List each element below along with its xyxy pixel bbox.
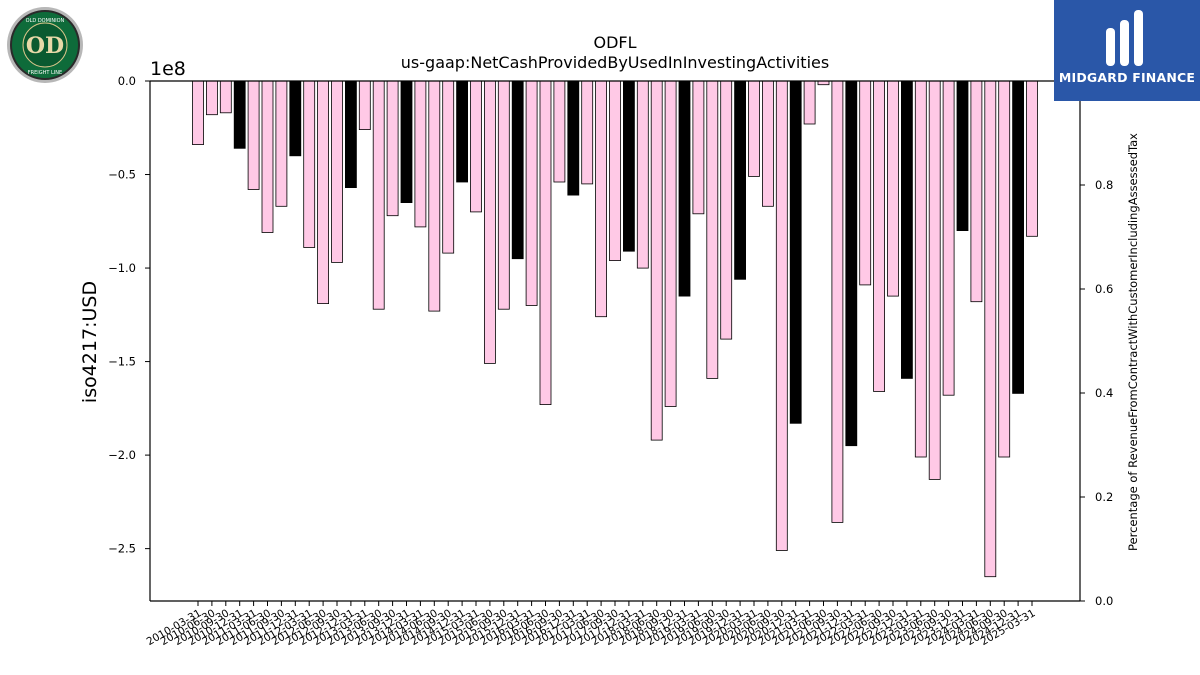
bar-2016-03-31 <box>525 80 538 306</box>
bar-2019-03-31 <box>692 80 705 215</box>
bar-2016-06-30 <box>539 80 552 406</box>
bar-2014-06-30 <box>428 80 441 312</box>
odfl-logo-monogram: OD <box>26 33 64 59</box>
odfl-logo-top-text: OLD DOMINION <box>26 18 65 24</box>
bar-2022-12-31 <box>901 80 913 379</box>
y-tick-label: −2.0 <box>108 448 136 462</box>
bar-2021-09-30 <box>831 80 844 523</box>
odfl-logo: OD OLD DOMINION FREIGHT LINE <box>6 6 84 84</box>
bar-2020-12-31 <box>789 80 802 424</box>
y-tick-label: 0.0 <box>118 74 136 88</box>
midgard-finance-logo: MIDGARD FINANCE <box>1054 0 1200 101</box>
bar-2013-03-31 <box>358 80 371 130</box>
bar-2024-09-30 <box>998 80 1011 458</box>
y2-tick-label: 0.4 <box>1095 386 1113 400</box>
bar-2020-09-30 <box>775 80 788 551</box>
chart-subtitle: us-gaap:NetCashProvidedByUsedInInvesting… <box>401 53 829 72</box>
bars-group <box>192 80 1038 578</box>
bar-2022-06-30 <box>873 80 885 392</box>
bar-2017-06-30 <box>595 80 607 318</box>
y2-axis-label: Percentage of RevenueFromContractWithCus… <box>1126 133 1140 551</box>
bar-2011-03-31 <box>247 80 260 190</box>
bar-2022-03-31 <box>859 80 872 286</box>
y2-tick-label: 0.8 <box>1095 178 1113 192</box>
bar-2011-12-31 <box>289 80 302 157</box>
y-offset-label: 1e8 <box>150 58 186 80</box>
bar-2011-09-30 <box>275 80 288 207</box>
bar-2024-12-31 <box>1012 80 1024 394</box>
bar-2019-09-30 <box>720 80 733 340</box>
bar-2017-12-31 <box>623 80 635 252</box>
midgard-brand-text: MIDGARD FINANCE <box>1058 70 1196 85</box>
bar-2024-06-30 <box>984 80 997 578</box>
bar-2015-06-30 <box>483 80 496 364</box>
bar-2019-12-31 <box>734 80 746 280</box>
y-tick-label: −0.5 <box>108 168 136 182</box>
bar-2021-12-31 <box>845 80 858 447</box>
axes-group: 2010-03-312010-06-302010-09-302010-12-31… <box>108 74 1113 648</box>
bar-2024-03-31 <box>970 80 983 303</box>
bar-2016-09-30 <box>553 80 566 183</box>
bar-2012-03-31 <box>303 80 316 248</box>
bar-2017-03-31 <box>581 80 594 185</box>
bar-2010-12-31 <box>233 80 246 149</box>
y-tick-label: −2.5 <box>108 542 136 556</box>
bar-2018-12-31 <box>678 80 691 297</box>
odfl-logo-bottom-text: FREIGHT LINE <box>28 70 62 76</box>
bar-2010-06-30 <box>205 80 218 116</box>
bar-2021-03-31 <box>803 80 816 125</box>
y2-tick-label: 0.0 <box>1095 594 1113 608</box>
bar-2015-09-30 <box>497 80 510 310</box>
bar-2012-06-30 <box>317 80 330 305</box>
bar-2020-06-30 <box>762 80 774 207</box>
chart-title: ODFL <box>593 33 636 52</box>
bar-2018-06-30 <box>650 80 663 441</box>
y-tick-label: −1.0 <box>108 261 136 275</box>
bar-2022-09-30 <box>887 80 899 297</box>
bar-2023-09-30 <box>942 80 955 396</box>
bar-2019-06-30 <box>706 80 719 379</box>
bar-2018-09-30 <box>664 80 677 407</box>
y-axis-label: iso4217:USD <box>79 281 101 403</box>
bar-2013-09-30 <box>386 80 399 217</box>
bar-2013-12-31 <box>400 80 413 203</box>
bar-2023-03-31 <box>914 80 927 458</box>
bar-2011-06-30 <box>261 80 274 233</box>
bar-2013-06-30 <box>372 80 385 310</box>
bar-2016-12-31 <box>567 80 580 196</box>
bar-2025-03-31 <box>1026 80 1038 237</box>
bar-2012-12-31 <box>344 80 357 188</box>
bar-2010-09-30 <box>219 80 232 114</box>
bar-2014-03-31 <box>414 80 427 228</box>
bar-2014-09-30 <box>442 80 455 254</box>
bar-2012-09-30 <box>331 80 343 263</box>
bar-2015-03-31 <box>470 80 482 213</box>
bar-2014-12-31 <box>456 80 469 183</box>
y2-tick-label: 0.2 <box>1095 490 1113 504</box>
y-tick-label: −1.5 <box>108 355 136 369</box>
bar-2015-12-31 <box>511 80 524 260</box>
y2-tick-label: 0.6 <box>1095 282 1113 296</box>
bar-2017-09-30 <box>609 80 621 262</box>
bar-2023-06-30 <box>928 80 941 480</box>
bar-2010-03-31 <box>192 80 204 145</box>
bar-2020-03-31 <box>748 80 760 177</box>
bar-2018-03-31 <box>636 80 649 269</box>
bar-2023-12-31 <box>956 80 969 232</box>
